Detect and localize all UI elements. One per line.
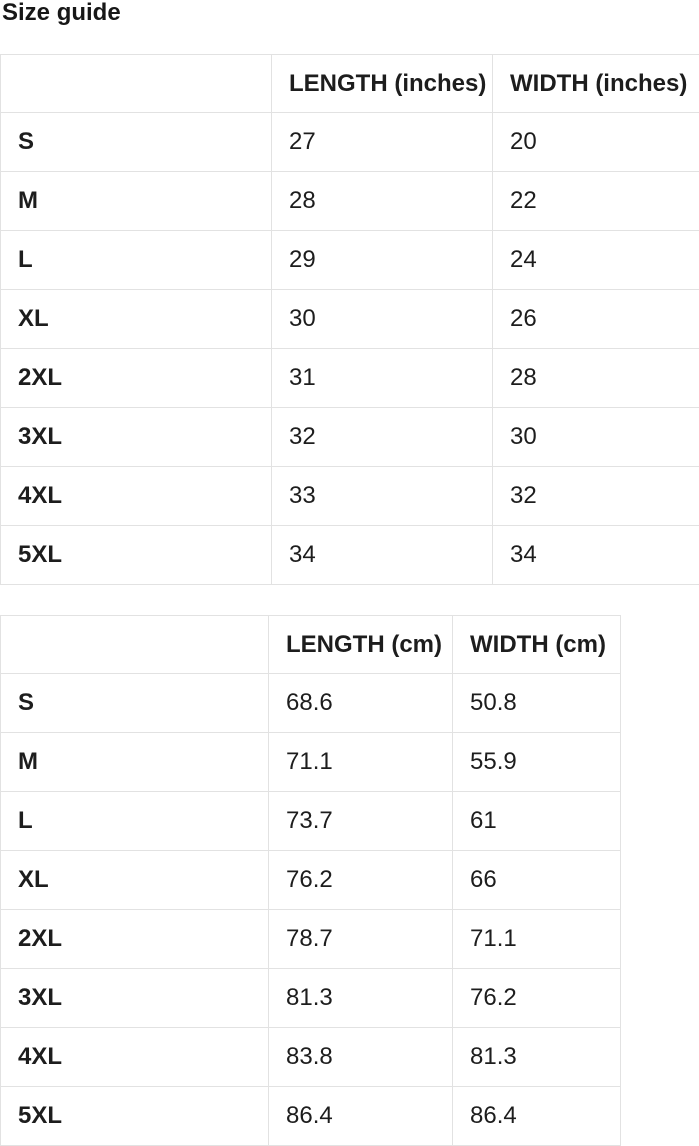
width-column-header: WIDTH (inches) (493, 55, 699, 113)
size-column-header (1, 616, 269, 674)
length-value: 73.7 (269, 792, 453, 851)
size-label: 2XL (1, 910, 269, 969)
length-value: 32 (272, 408, 493, 467)
length-value: 34 (272, 526, 493, 585)
width-value: 28 (493, 349, 699, 408)
length-value: 30 (272, 290, 493, 349)
width-value: 32 (493, 467, 699, 526)
width-value: 76.2 (453, 969, 621, 1028)
length-value: 31 (272, 349, 493, 408)
size-label: XL (1, 851, 269, 910)
length-value: 81.3 (269, 969, 453, 1028)
size-label: 4XL (1, 1028, 269, 1087)
width-column-header: WIDTH (cm) (453, 616, 621, 674)
size-label: 4XL (1, 467, 272, 526)
size-label: 3XL (1, 408, 272, 467)
width-value: 26 (493, 290, 699, 349)
width-value: 71.1 (453, 910, 621, 969)
length-value: 29 (272, 231, 493, 290)
size-label: S (1, 674, 269, 733)
length-value: 28 (272, 172, 493, 231)
size-guide-title: Size guide (0, 0, 699, 23)
header-row: LENGTH (cm)WIDTH (cm) (1, 616, 621, 674)
size-label: L (1, 231, 272, 290)
width-value: 24 (493, 231, 699, 290)
size-label: 3XL (1, 969, 269, 1028)
length-value: 83.8 (269, 1028, 453, 1087)
size-column-header (1, 55, 272, 113)
width-value: 86.4 (453, 1087, 621, 1146)
length-column-header: LENGTH (inches) (272, 55, 493, 113)
size-label: 5XL (1, 526, 272, 585)
width-value: 30 (493, 408, 699, 467)
width-value: 66 (453, 851, 621, 910)
size-label: M (1, 172, 272, 231)
size-label: L (1, 792, 269, 851)
table-header: LENGTH (inches)WIDTH (inches) (1, 55, 699, 113)
size-label: 2XL (1, 349, 272, 408)
size-label: S (1, 113, 272, 172)
width-value: 81.3 (453, 1028, 621, 1087)
length-value: 68.6 (269, 674, 453, 733)
width-value: 55.9 (453, 733, 621, 792)
length-value: 78.7 (269, 910, 453, 969)
header-row: LENGTH (inches)WIDTH (inches) (1, 55, 699, 113)
length-value: 27 (272, 113, 493, 172)
size-label: XL (1, 290, 272, 349)
length-value: 76.2 (269, 851, 453, 910)
width-value: 20 (493, 113, 699, 172)
table-header: LENGTH (cm)WIDTH (cm) (1, 616, 621, 674)
length-value: 71.1 (269, 733, 453, 792)
length-column-header: LENGTH (cm) (269, 616, 453, 674)
width-value: 22 (493, 172, 699, 231)
length-value: 33 (272, 467, 493, 526)
width-value: 34 (493, 526, 699, 585)
width-value: 50.8 (453, 674, 621, 733)
width-value: 61 (453, 792, 621, 851)
size-label: 5XL (1, 1087, 269, 1146)
length-value: 86.4 (269, 1087, 453, 1146)
size-label: M (1, 733, 269, 792)
